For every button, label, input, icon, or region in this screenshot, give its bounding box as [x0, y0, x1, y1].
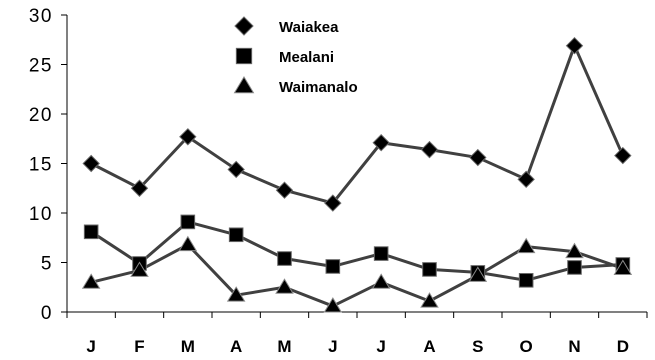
- legend-marker-waimanalo: [233, 76, 255, 94]
- data-point-mealani: [567, 260, 582, 275]
- data-point-mealani: [422, 262, 437, 277]
- y-tick-label: 5: [41, 254, 53, 275]
- data-point-waimanalo: [275, 278, 294, 294]
- data-point-mealani: [518, 273, 534, 288]
- data-point-waimanalo: [323, 297, 343, 313]
- x-tick-label: D: [617, 337, 629, 356]
- data-point-waimanalo: [178, 235, 198, 252]
- legend: Waiakea Mealani Waimanalo: [233, 16, 358, 96]
- legend-marker-mealani: [235, 47, 253, 65]
- y-tick-label: 10: [29, 204, 53, 225]
- data-point-mealani: [228, 227, 244, 243]
- x-tick-label: M: [181, 337, 195, 356]
- data-point-waiakea: [565, 36, 584, 55]
- data-point-waiakea: [227, 160, 245, 179]
- x-tick-label: A: [230, 337, 242, 356]
- series-lines: [90, 44, 625, 308]
- x-tick-label: F: [134, 337, 144, 356]
- data-point-waiakea: [372, 134, 390, 152]
- y-tick-label: 25: [29, 56, 53, 77]
- data-point-waiakea: [517, 170, 535, 189]
- data-point-waiakea: [420, 140, 439, 159]
- series-markers: [81, 36, 633, 313]
- data-point-waiakea: [614, 146, 632, 165]
- data-point-waimanalo: [420, 292, 439, 308]
- legend-marker-waiakea: [234, 16, 254, 36]
- series-line-mealani: [90, 220, 623, 282]
- y-tick-label: 0: [41, 303, 53, 324]
- data-point-waimanalo: [81, 273, 101, 289]
- data-point-waimanalo: [371, 273, 391, 289]
- x-tick-label: N: [568, 337, 580, 356]
- x-tick-label: J: [376, 337, 385, 356]
- data-point-waimanalo: [516, 237, 536, 254]
- axes: [61, 14, 648, 318]
- data-point-waimanalo: [565, 242, 584, 259]
- data-point-waimanalo: [468, 266, 488, 282]
- data-point-mealani: [373, 246, 389, 261]
- legend-label-mealani: Mealani: [279, 49, 334, 66]
- y-tick-labels: 0 5 10 15 20 25 30: [29, 6, 53, 324]
- y-tick-label: 20: [29, 105, 53, 126]
- y-tick-label: 15: [29, 155, 53, 176]
- series-line-waimanalo: [90, 243, 624, 308]
- data-point-waiakea: [130, 179, 149, 197]
- y-tick-label: 30: [29, 6, 53, 27]
- data-point-waiakea: [179, 128, 197, 146]
- data-point-waimanalo: [130, 261, 149, 277]
- data-point-mealani: [180, 214, 196, 230]
- data-point-waiakea: [275, 181, 294, 199]
- x-tick-label: J: [328, 337, 337, 356]
- legend-label-waiakea: Waiakea: [279, 19, 339, 36]
- data-point-waiakea: [82, 154, 100, 173]
- data-point-waimanalo: [613, 259, 633, 275]
- data-point-waiakea: [469, 148, 487, 167]
- x-tick-label: J: [86, 337, 95, 356]
- data-point-mealani: [325, 259, 341, 274]
- x-tick-label: S: [472, 337, 483, 356]
- data-point-waiakea: [324, 194, 342, 212]
- x-tick-label: O: [520, 337, 533, 356]
- data-point-waimanalo: [226, 286, 246, 302]
- data-point-mealani: [83, 224, 99, 240]
- x-tick-label: A: [423, 337, 435, 356]
- x-tick-label: M: [277, 337, 291, 356]
- data-point-mealani: [277, 251, 292, 266]
- legend-label-waimanalo: Waimanalo: [279, 79, 358, 96]
- series-line-waiakea: [90, 44, 625, 205]
